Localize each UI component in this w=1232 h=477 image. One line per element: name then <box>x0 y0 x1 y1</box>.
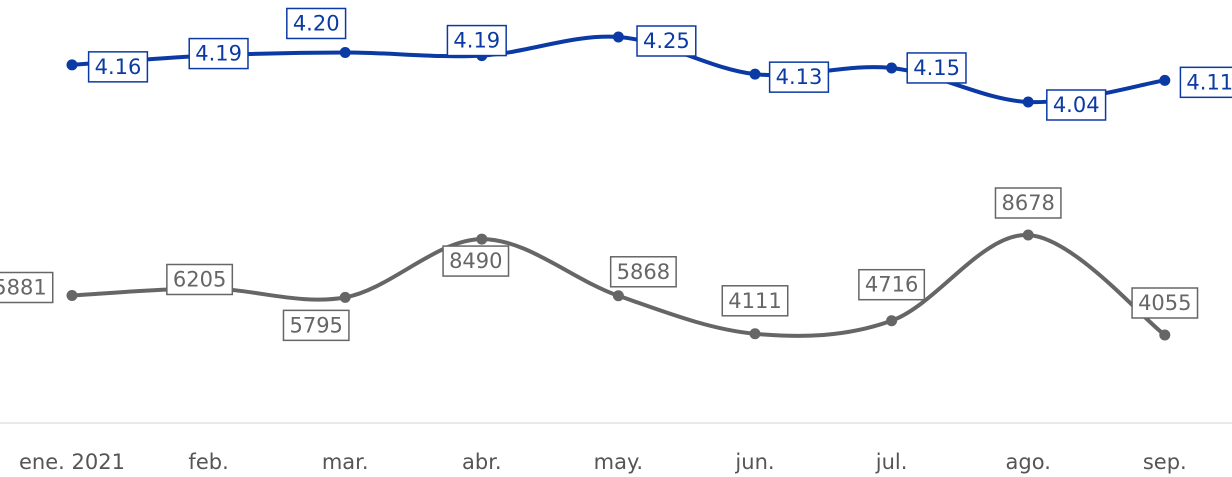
label-box <box>1179 66 1232 99</box>
value-label-text: 4.04 <box>1053 93 1100 117</box>
value-label: 4.20 <box>286 7 347 40</box>
value-label-text: 4.13 <box>776 65 823 89</box>
point <box>612 31 624 43</box>
value-label: 4.19 <box>188 37 249 70</box>
x-tick-label: feb. <box>188 450 228 474</box>
point <box>1159 74 1171 86</box>
point <box>749 68 761 80</box>
value-label-text: 4716 <box>865 273 918 297</box>
value-label: 5795 <box>282 309 350 342</box>
point <box>886 62 898 74</box>
value-label: 4.25 <box>636 25 697 57</box>
value-label-text: 8678 <box>1001 191 1054 215</box>
label-box <box>446 24 507 57</box>
value-label: 4055 <box>1131 287 1199 319</box>
value-label-text: 5868 <box>617 260 670 284</box>
value-label-text: 8490 <box>449 249 502 273</box>
label-box <box>282 309 350 342</box>
label-box <box>0 271 54 304</box>
point <box>66 59 78 71</box>
value-label-text: 4111 <box>728 289 781 313</box>
point <box>1022 96 1034 108</box>
label-box <box>87 51 149 83</box>
point <box>1022 229 1034 241</box>
value-label: 8678 <box>994 187 1062 219</box>
label-box <box>994 187 1062 219</box>
value-label: 4.11 <box>1179 66 1232 99</box>
label-box <box>286 7 347 40</box>
value-label-text: 4.25 <box>643 29 690 53</box>
value-label-text: 4.20 <box>293 11 340 35</box>
label-box <box>1131 287 1199 319</box>
value-label-text: 4.15 <box>913 56 960 80</box>
value-label: 4.16 <box>87 51 149 83</box>
value-label-text: 4.16 <box>95 55 142 79</box>
label-box <box>906 52 967 84</box>
value-label-text: 4055 <box>1138 291 1191 315</box>
value-label: 8490 <box>442 245 510 277</box>
point <box>476 233 488 245</box>
value-label: 5868 <box>609 256 677 288</box>
x-tick-label: may. <box>594 450 643 474</box>
x-tick-label: sep. <box>1143 450 1187 474</box>
label-box <box>609 256 677 288</box>
x-tick-label: mar. <box>322 450 369 474</box>
label-box <box>166 263 234 296</box>
x-tick-label: ago. <box>1006 450 1051 474</box>
label-box <box>442 245 510 277</box>
point <box>749 328 761 340</box>
label-box <box>188 37 249 70</box>
value-label-text: 6205 <box>173 267 226 291</box>
value-label: 4.15 <box>906 52 967 84</box>
label-box <box>858 268 926 301</box>
value-label: 4111 <box>721 285 789 317</box>
value-label-text: 4.11 <box>1186 70 1232 94</box>
point <box>339 291 351 303</box>
label-box <box>636 25 697 57</box>
point <box>339 46 351 58</box>
point <box>612 290 624 302</box>
point <box>66 290 78 302</box>
value-label: 6205 <box>166 263 234 296</box>
x-tick-label: ene. 2021 <box>19 450 125 474</box>
value-label: 4716 <box>858 268 926 301</box>
value-label: 4.13 <box>768 61 830 93</box>
value-label-text: 4.19 <box>195 42 242 66</box>
x-tick-label: abr. <box>462 450 502 474</box>
x-tick-label: jun. <box>734 450 774 474</box>
value-label: 4.04 <box>1046 89 1107 121</box>
label-box <box>1046 89 1107 121</box>
point <box>1159 329 1171 341</box>
value-label-text: 5795 <box>289 313 342 337</box>
value-label: 5881 <box>0 271 54 304</box>
value-label: 4.19 <box>446 24 507 57</box>
x-tick-label: jul. <box>875 450 908 474</box>
point <box>886 315 898 327</box>
value-label-text: 5881 <box>0 276 47 300</box>
label-box <box>721 285 789 317</box>
label-box <box>768 61 830 93</box>
value-label-text: 4.19 <box>453 29 500 53</box>
